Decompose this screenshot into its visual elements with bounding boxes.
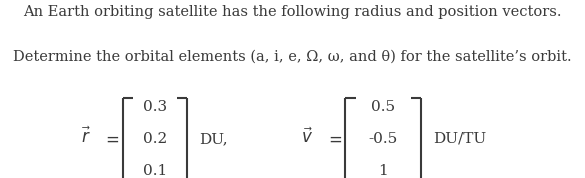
Text: 0.1: 0.1 [143, 164, 167, 178]
Text: -0.5: -0.5 [369, 132, 398, 146]
Text: 1: 1 [378, 164, 388, 178]
Text: $\vec{v}$: $\vec{v}$ [301, 127, 313, 147]
Text: DU/TU: DU/TU [433, 132, 486, 146]
Text: $=$: $=$ [102, 130, 120, 147]
Text: 0.2: 0.2 [143, 132, 167, 146]
Text: DU,: DU, [199, 132, 228, 146]
Text: An Earth orbiting satellite has the following radius and position vectors.: An Earth orbiting satellite has the foll… [23, 5, 562, 19]
Text: 0.5: 0.5 [371, 100, 395, 114]
Text: $=$: $=$ [325, 130, 342, 147]
Text: $\vec{r}$: $\vec{r}$ [81, 127, 91, 147]
Text: Determine the orbital elements (a, i, e, Ω, ω, and θ) for the satellite’s orbit.: Determine the orbital elements (a, i, e,… [13, 50, 572, 64]
Text: 0.3: 0.3 [143, 100, 167, 114]
